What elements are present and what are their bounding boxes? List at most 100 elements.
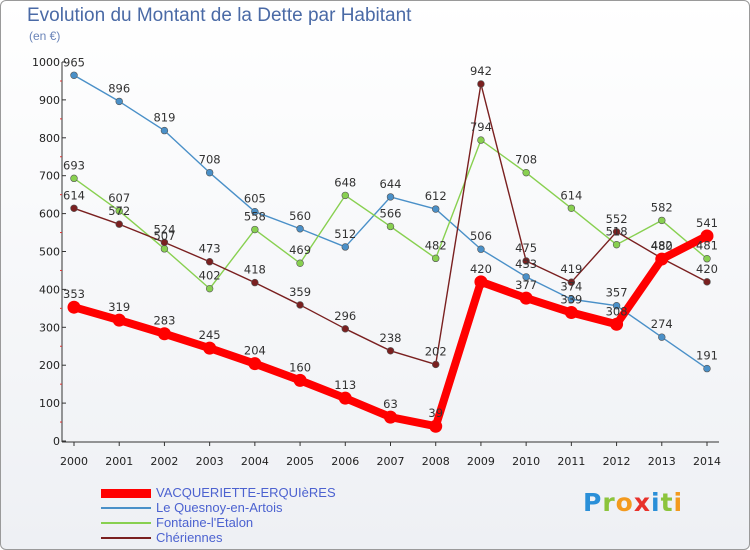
- data-point: [610, 317, 624, 331]
- data-label: 482: [651, 238, 673, 252]
- data-point: [160, 245, 169, 253]
- y-tick-label: 500: [39, 246, 60, 259]
- data-point: [205, 258, 214, 266]
- data-point: [70, 71, 78, 79]
- data-label: 374: [560, 279, 582, 293]
- data-point: [567, 295, 576, 303]
- data-label: 202: [425, 344, 447, 358]
- data-label: 572: [108, 204, 130, 218]
- data-point: [341, 191, 349, 200]
- data-point: [567, 278, 576, 286]
- data-point: [612, 301, 621, 310]
- logo-letter: o: [615, 488, 634, 517]
- chart-title: Evolution du Montant de la Dette par Hab…: [27, 5, 412, 26]
- y-tick-label: 0: [53, 435, 60, 448]
- data-label: 566: [380, 206, 402, 220]
- data-point: [296, 225, 304, 233]
- data-label: 339: [560, 293, 582, 307]
- data-point: [293, 373, 307, 387]
- data-label: 245: [199, 328, 221, 342]
- data-label: 644: [380, 177, 402, 191]
- data-point: [67, 300, 81, 314]
- data-label: 605: [244, 192, 266, 206]
- unit-label: (en €): [29, 29, 61, 43]
- data-label: 942: [470, 64, 492, 78]
- data-label: 63: [383, 397, 398, 411]
- data-label: 402: [199, 269, 221, 283]
- data-label: 308: [606, 304, 628, 318]
- y-tick-label: 300: [39, 321, 60, 334]
- data-point: [386, 222, 395, 231]
- data-point: [296, 259, 304, 267]
- x-tick-label: 2003: [196, 455, 224, 468]
- data-point: [70, 174, 78, 183]
- logo-letter: x: [633, 488, 651, 517]
- data-label: 473: [199, 242, 221, 256]
- x-tick-label: 2014: [693, 455, 721, 468]
- data-point: [203, 341, 217, 355]
- data-label: 558: [244, 210, 266, 224]
- data-point: [251, 208, 259, 216]
- axes: 0 100 200 300 400 500 600 700 800 900 1000 2000 2001…: [32, 56, 721, 468]
- x-tick-label: 2000: [60, 455, 88, 468]
- logo-letter: t: [660, 488, 674, 517]
- x-tick-label: 2006: [331, 455, 359, 468]
- data-label: 475: [515, 241, 537, 255]
- data-point: [658, 333, 666, 341]
- data-point: [251, 225, 259, 234]
- data-point: [112, 313, 126, 327]
- x-tick-label: 2002: [150, 455, 178, 468]
- legend-swatch: [101, 537, 151, 539]
- data-label: 274: [651, 317, 673, 331]
- data-label: 420: [696, 262, 718, 276]
- logo-letter: i: [673, 488, 684, 517]
- y-tick-label: 1000: [32, 56, 60, 69]
- proxiti-logo: Proxiti: [583, 488, 683, 517]
- y-tick-label: 100: [39, 397, 60, 410]
- data-label: 560: [289, 209, 311, 223]
- data-label: 191: [696, 349, 718, 363]
- data-label: 482: [425, 238, 447, 252]
- data-label: 506: [470, 229, 492, 243]
- data-label: 419: [560, 262, 582, 276]
- legend-label: Le Quesnoy-en-Artois: [156, 500, 283, 515]
- data-label: 524: [153, 222, 175, 236]
- logo-letter: i: [651, 488, 661, 517]
- data-label: 480: [651, 239, 673, 253]
- data-label: 708: [199, 153, 221, 167]
- data-label: 607: [108, 191, 130, 205]
- data-point: [474, 275, 488, 289]
- y-tick-label: 800: [39, 132, 60, 145]
- data-point: [429, 419, 443, 433]
- data-point: [522, 257, 530, 265]
- data-point: [296, 301, 304, 309]
- data-label: 693: [63, 158, 85, 172]
- data-point: [700, 229, 714, 243]
- data-point: [477, 245, 485, 253]
- data-label: 469: [289, 243, 311, 257]
- data-label: 552: [606, 212, 628, 226]
- logo-letter: P: [583, 488, 603, 517]
- data-label: 113: [334, 378, 356, 392]
- data-label: 612: [425, 189, 447, 203]
- x-tick-label: 2011: [557, 455, 585, 468]
- legend-swatch: [101, 522, 151, 524]
- data-label: 794: [470, 120, 492, 134]
- data-labels: 965 896 819 708 605 560 512 644 612 506 433 374 357 2…: [63, 55, 718, 420]
- data-point: [386, 347, 395, 355]
- data-point: [115, 207, 123, 215]
- y-tick-label: 200: [39, 359, 60, 372]
- data-point: [703, 278, 711, 286]
- legend-label: VACQUERIETTE-ERQUIèRES: [156, 485, 336, 500]
- x-tick-label: 2004: [241, 455, 269, 468]
- data-point: [519, 291, 533, 305]
- data-label: 512: [334, 227, 356, 241]
- data-point: [612, 228, 621, 236]
- data-label: 481: [696, 239, 718, 253]
- data-label: 648: [334, 175, 356, 189]
- data-label: 160: [289, 360, 311, 374]
- y-tick-label: 400: [39, 283, 60, 296]
- data-point: [432, 205, 440, 213]
- data-point: [564, 306, 578, 320]
